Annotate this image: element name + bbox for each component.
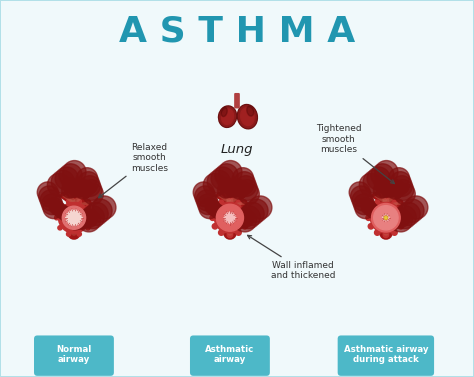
Circle shape <box>392 230 397 235</box>
Circle shape <box>383 198 389 203</box>
Text: Lung: Lung <box>221 144 253 156</box>
Circle shape <box>231 179 247 196</box>
Circle shape <box>371 164 394 187</box>
Circle shape <box>89 199 112 222</box>
Circle shape <box>198 194 219 215</box>
Ellipse shape <box>221 109 234 124</box>
Circle shape <box>237 205 260 229</box>
Circle shape <box>233 209 256 232</box>
Circle shape <box>227 232 233 238</box>
Circle shape <box>81 180 102 201</box>
Circle shape <box>57 206 71 220</box>
Circle shape <box>405 196 428 219</box>
Circle shape <box>77 209 100 232</box>
Circle shape <box>237 180 258 201</box>
Circle shape <box>230 213 246 229</box>
Circle shape <box>233 168 254 188</box>
Circle shape <box>49 201 64 215</box>
Ellipse shape <box>241 108 254 126</box>
Circle shape <box>242 207 247 212</box>
Circle shape <box>65 178 80 192</box>
Ellipse shape <box>237 104 257 129</box>
Circle shape <box>388 185 401 199</box>
Circle shape <box>377 178 392 192</box>
Circle shape <box>39 186 60 207</box>
Circle shape <box>383 182 396 195</box>
Ellipse shape <box>221 107 227 116</box>
Circle shape <box>85 202 108 225</box>
Circle shape <box>229 183 243 197</box>
Circle shape <box>82 184 103 204</box>
Polygon shape <box>65 210 82 226</box>
Circle shape <box>78 212 94 228</box>
Circle shape <box>215 164 238 187</box>
Circle shape <box>58 226 62 230</box>
Circle shape <box>379 214 395 230</box>
Circle shape <box>386 213 402 229</box>
Circle shape <box>385 217 387 219</box>
Text: Asthmatic airway
during attack: Asthmatic airway during attack <box>344 345 428 365</box>
Circle shape <box>221 181 237 198</box>
Circle shape <box>368 207 374 212</box>
Circle shape <box>207 170 230 193</box>
Circle shape <box>352 190 373 211</box>
Circle shape <box>63 161 86 184</box>
Circle shape <box>354 194 374 215</box>
Ellipse shape <box>219 106 237 127</box>
FancyBboxPatch shape <box>34 336 114 376</box>
Circle shape <box>71 213 87 229</box>
Text: Tightened
smooth
muscles: Tightened smooth muscles <box>316 124 394 184</box>
Circle shape <box>370 202 401 233</box>
FancyBboxPatch shape <box>190 336 270 376</box>
Circle shape <box>51 170 74 193</box>
Text: Relaxed
smooth
muscles: Relaxed smooth muscles <box>99 143 168 198</box>
Circle shape <box>361 201 375 215</box>
Circle shape <box>374 230 380 235</box>
Ellipse shape <box>247 106 254 116</box>
Circle shape <box>380 180 394 194</box>
Circle shape <box>401 215 406 221</box>
Circle shape <box>199 198 220 219</box>
Circle shape <box>68 181 85 197</box>
Circle shape <box>245 215 250 221</box>
Circle shape <box>77 168 98 188</box>
Circle shape <box>59 164 82 187</box>
Circle shape <box>93 196 116 219</box>
Circle shape <box>398 207 403 212</box>
Circle shape <box>219 200 224 205</box>
Circle shape <box>66 199 71 204</box>
Circle shape <box>75 179 91 196</box>
Circle shape <box>393 205 416 229</box>
Circle shape <box>208 202 222 216</box>
Circle shape <box>349 182 370 203</box>
Circle shape <box>212 224 218 229</box>
Circle shape <box>366 215 371 221</box>
Circle shape <box>394 184 415 204</box>
Circle shape <box>76 185 90 199</box>
Circle shape <box>195 186 216 207</box>
Circle shape <box>223 214 239 230</box>
Circle shape <box>62 182 78 198</box>
Circle shape <box>193 182 214 203</box>
Circle shape <box>224 181 241 197</box>
Circle shape <box>236 176 256 196</box>
Circle shape <box>74 213 91 229</box>
Circle shape <box>372 208 385 222</box>
Circle shape <box>65 181 82 198</box>
Circle shape <box>216 204 244 231</box>
Circle shape <box>212 207 218 212</box>
Circle shape <box>37 182 58 203</box>
Circle shape <box>218 182 234 198</box>
Circle shape <box>205 201 219 215</box>
Text: Normal
airway: Normal airway <box>56 345 91 365</box>
Circle shape <box>368 224 374 229</box>
Circle shape <box>66 232 71 236</box>
Circle shape <box>381 181 397 197</box>
Circle shape <box>68 180 82 194</box>
Circle shape <box>384 216 388 219</box>
Circle shape <box>211 167 234 190</box>
Circle shape <box>390 172 411 193</box>
Circle shape <box>355 198 376 219</box>
Circle shape <box>398 224 403 229</box>
